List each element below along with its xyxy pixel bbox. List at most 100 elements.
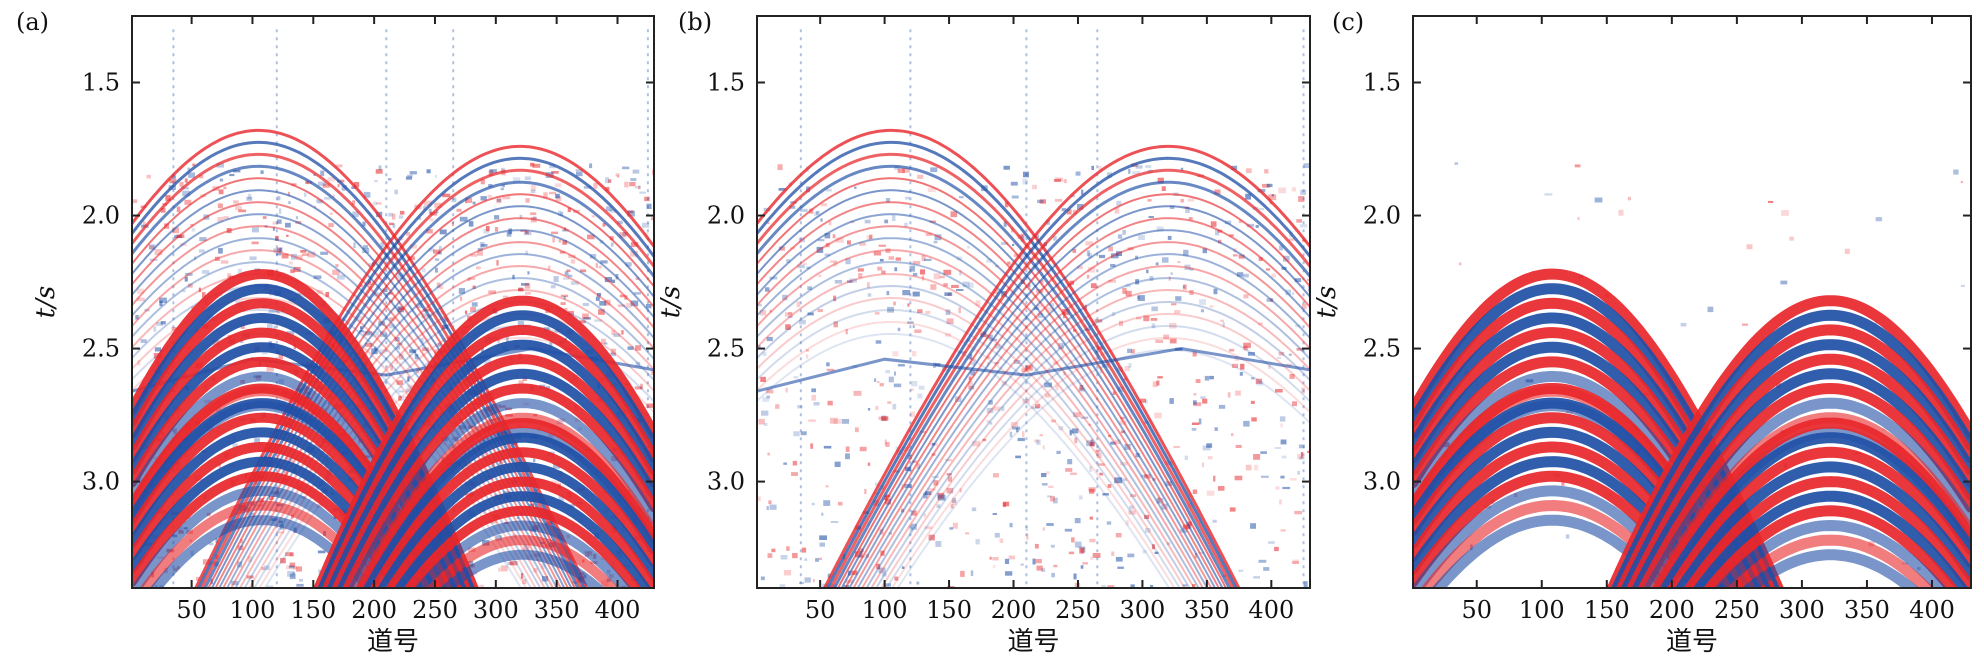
strong-hyperbola-band — [1637, 382, 1971, 588]
noise-speck — [935, 541, 942, 547]
noise-speck — [235, 206, 242, 211]
noise-speck — [1072, 412, 1081, 418]
noise-speck — [398, 354, 404, 360]
noise-speck — [1198, 418, 1202, 425]
noise-speck — [1120, 416, 1125, 420]
noise-speck — [841, 419, 850, 424]
noise-speck — [1209, 375, 1214, 380]
noise-speck — [635, 361, 641, 367]
noise-speck — [792, 553, 798, 559]
noise-speck — [268, 309, 277, 313]
noise-speck — [589, 163, 593, 169]
noise-speck — [1168, 276, 1171, 281]
noise-speck — [1261, 475, 1269, 478]
noise-speck — [1137, 295, 1145, 301]
noise-speck — [801, 547, 807, 553]
noise-speck — [429, 218, 434, 222]
noise-speck — [182, 190, 191, 197]
noise-speck — [512, 274, 515, 280]
noise-speck — [1231, 433, 1234, 436]
noise-speck — [1209, 305, 1214, 308]
noise-speck — [633, 292, 641, 295]
noise-speck — [625, 262, 632, 267]
noise-speck — [176, 206, 181, 213]
noise-speck — [609, 352, 616, 357]
strong-hyperbola-band — [426, 535, 619, 588]
noise-speck — [1300, 452, 1304, 458]
noise-speck — [335, 264, 339, 268]
noise-speck — [1204, 375, 1210, 381]
noise-speck — [994, 362, 1000, 365]
noise-speck — [1236, 272, 1244, 277]
noise-speck — [1146, 269, 1149, 274]
noise-speck — [1041, 483, 1048, 486]
noise-speck — [757, 345, 761, 350]
noise-speck — [436, 210, 439, 214]
y-tick-label: 3.0 — [82, 468, 120, 496]
noise-speck — [317, 202, 323, 205]
noise-speck — [1122, 478, 1127, 482]
noise-speck — [558, 495, 565, 501]
weak-hyperbola-band — [132, 152, 583, 588]
noise-speck — [639, 191, 646, 194]
noise-speck — [885, 248, 891, 253]
noise-speck — [595, 296, 600, 301]
weak-hyperbola-band — [218, 229, 654, 588]
noise-speck — [1120, 462, 1128, 466]
noise-speck — [1130, 584, 1135, 588]
noise-speck — [1025, 366, 1032, 370]
x-tick-label: 400 — [1248, 596, 1294, 624]
noise-speck — [1458, 262, 1462, 266]
noise-speck — [834, 280, 843, 284]
noise-speck — [288, 261, 293, 265]
noise-speck — [1020, 233, 1025, 236]
noise-speck — [387, 178, 392, 181]
noise-speck — [1280, 439, 1287, 445]
noise-speck — [533, 458, 536, 463]
noise-speck — [149, 244, 156, 250]
noise-speck — [1044, 382, 1052, 388]
noise-speck — [933, 240, 938, 244]
noise-speck — [1114, 207, 1120, 214]
noise-speck — [1038, 312, 1044, 318]
noise-speck — [1010, 181, 1018, 186]
noise-speck — [1297, 453, 1303, 460]
noise-speck — [943, 269, 952, 275]
panel-label: (b) — [678, 8, 712, 36]
noise-speck — [956, 289, 964, 291]
noise-speck — [300, 250, 307, 253]
noise-speck — [1202, 445, 1211, 451]
noise-speck — [229, 173, 235, 177]
noise-speck — [799, 319, 806, 325]
noise-speck — [1046, 523, 1054, 526]
noise-speck — [480, 179, 485, 185]
noise-speck — [1278, 245, 1284, 251]
noise-speck — [1292, 292, 1295, 295]
weak-hyperbola-band — [757, 128, 1241, 588]
noise-speck — [439, 229, 447, 235]
noise-speck — [276, 253, 282, 256]
noise-speck — [1218, 404, 1226, 409]
noise-speck — [398, 390, 404, 393]
noise-speck — [766, 336, 773, 342]
noise-speck — [1235, 444, 1242, 448]
noise-speck — [1157, 376, 1163, 379]
noise-speck — [1004, 201, 1009, 208]
noise-speck — [276, 219, 282, 224]
noise-speck — [855, 551, 863, 558]
noise-speck — [557, 419, 561, 422]
noise-speck — [784, 312, 793, 317]
noise-speck — [892, 403, 897, 410]
noise-speck — [791, 472, 798, 476]
noise-speck — [950, 211, 958, 218]
noise-speck — [945, 309, 951, 315]
noise-speck — [516, 516, 519, 519]
noise-speck — [1746, 244, 1753, 250]
weak-hyperbola-band — [757, 213, 1217, 588]
noise-speck — [488, 170, 494, 176]
noise-speck — [921, 275, 924, 281]
y-tick-label: 2.5 — [82, 335, 120, 363]
noise-speck — [823, 500, 831, 506]
noise-speck — [630, 178, 637, 182]
noise-speck — [1122, 229, 1126, 235]
